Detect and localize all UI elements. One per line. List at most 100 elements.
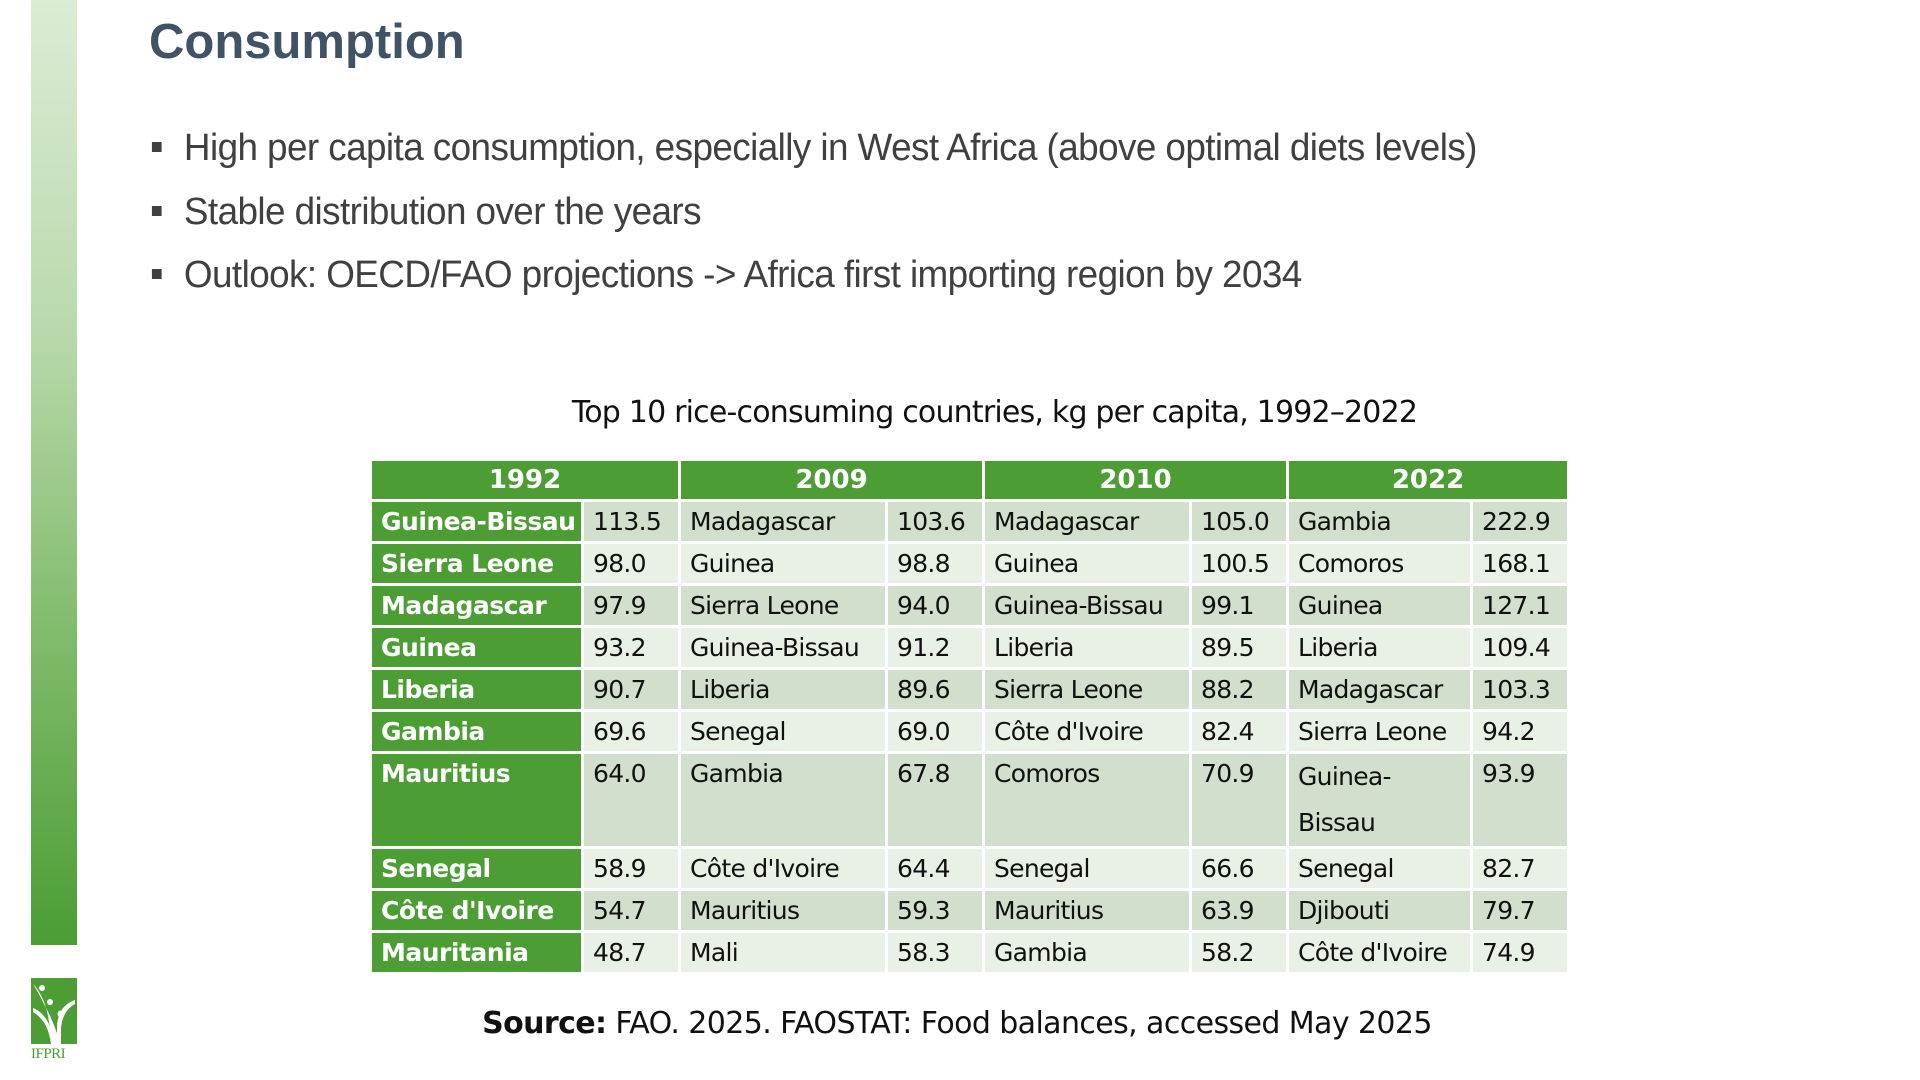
rice-consumption-table: 1992 2009 2010 2022 Guinea-Bissau 113.5 Ma…	[369, 458, 1570, 975]
value-cell: 79.7	[1473, 891, 1567, 930]
country-cell: Madagascar	[681, 502, 885, 541]
country-cell: Guinea-Bissau	[985, 586, 1189, 625]
table-row: Mauritius 64.0 Gambia 67.8 Comoros 70.9 Guinea…	[372, 754, 1567, 846]
value-cell: 168.1	[1473, 544, 1567, 583]
country-cell: Senegal	[985, 849, 1189, 888]
ifpri-logo: IFPRI	[31, 978, 77, 1068]
value-cell: 48.7	[584, 933, 678, 972]
table-row: Guinea-Bissau 113.5 Madagascar 103.6 Madagas…	[372, 502, 1567, 541]
table-row: Guinea 93.2 Guinea-Bissau 91.2 Liberia 89.5 Li…	[372, 628, 1567, 667]
country-cell: Côte d'Ivoire	[1289, 933, 1470, 972]
year-header: 2010	[985, 461, 1286, 499]
country-cell: Gambia	[1289, 502, 1470, 541]
value-cell: 91.2	[888, 628, 982, 667]
value-cell: 98.0	[584, 544, 678, 583]
square-bullet-icon	[151, 269, 162, 279]
bullet-text: Outlook: OECD/FAO projections -> Africa …	[183, 254, 1302, 296]
value-cell: 105.0	[1192, 502, 1286, 541]
value-cell: 97.9	[584, 586, 678, 625]
country-cell: Liberia	[372, 670, 581, 709]
value-cell: 93.2	[584, 628, 678, 667]
value-cell: 94.2	[1473, 712, 1567, 751]
value-cell: 82.7	[1473, 849, 1567, 888]
country-cell: Guinea	[372, 628, 581, 667]
country-cell: Senegal	[681, 712, 885, 751]
country-cell: Sierra Leone	[681, 586, 885, 625]
value-cell: 100.5	[1192, 544, 1286, 583]
value-cell: 93.9	[1473, 754, 1567, 846]
value-cell: 89.5	[1192, 628, 1286, 667]
value-cell: 69.0	[888, 712, 982, 751]
value-cell: 82.4	[1192, 712, 1286, 751]
bullet-item: High per capita consumption, especially …	[149, 122, 1477, 186]
country-cell: Gambia	[372, 712, 581, 751]
value-cell: 69.6	[584, 712, 678, 751]
bullet-item: Outlook: OECD/FAO projections -> Africa …	[149, 249, 1477, 313]
value-cell: 109.4	[1473, 628, 1567, 667]
square-bullet-icon	[151, 142, 162, 152]
table-row: Côte d'Ivoire 54.7 Mauritius 59.3 Mauritius 6…	[372, 891, 1567, 930]
country-cell: Comoros	[985, 754, 1189, 846]
country-cell: Liberia	[1289, 628, 1470, 667]
country-cell: Mauritius	[681, 891, 885, 930]
value-cell: 103.3	[1473, 670, 1567, 709]
table-row: Madagascar 97.9 Sierra Leone 94.0 Guinea-Bis…	[372, 586, 1567, 625]
value-cell: 127.1	[1473, 586, 1567, 625]
country-cell: Mauritania	[372, 933, 581, 972]
value-cell: 98.8	[888, 544, 982, 583]
value-cell: 63.9	[1192, 891, 1286, 930]
bullet-list: High per capita consumption, especially …	[149, 122, 1518, 313]
value-cell: 99.1	[1192, 586, 1286, 625]
country-cell: Senegal	[372, 849, 581, 888]
decorative-side-bar	[31, 0, 77, 945]
country-cell: Guinea-Bissau	[372, 502, 581, 541]
country-cell: Côte d'Ivoire	[681, 849, 885, 888]
value-cell: 64.4	[888, 849, 982, 888]
bullet-item: Stable distribution over the years	[149, 186, 1477, 250]
value-cell: 89.6	[888, 670, 982, 709]
value-cell: 67.8	[888, 754, 982, 846]
value-cell: 54.7	[584, 891, 678, 930]
country-cell: Guinea	[681, 544, 885, 583]
year-header: 2009	[681, 461, 982, 499]
source-note: Source: FAO. 2025. FAOSTAT: Food balance…	[372, 1006, 1542, 1041]
country-cell: Sierra Leone	[372, 544, 581, 583]
bullet-text: Stable distribution over the years	[183, 190, 702, 233]
country-cell: Liberia	[681, 670, 885, 709]
value-cell: 88.2	[1192, 670, 1286, 709]
country-cell: Comoros	[1289, 544, 1470, 583]
table-row: Gambia 69.6 Senegal 69.0 Côte d'Ivoire 82.4 Si…	[372, 712, 1567, 751]
source-text: FAO. 2025. FAOSTAT: Food balances, acces…	[606, 1006, 1432, 1041]
year-header: 2022	[1289, 461, 1567, 499]
value-cell: 90.7	[584, 670, 678, 709]
table-row: Mauritania 48.7 Mali 58.3 Gambia 58.2 Côte d'I…	[372, 933, 1567, 972]
country-cell: Djibouti	[1289, 891, 1470, 930]
value-cell: 103.6	[888, 502, 982, 541]
table-title: Top 10 rice-consuming countries, kg per …	[571, 395, 1418, 430]
country-cell: Guinea	[985, 544, 1189, 583]
value-cell: 70.9	[1192, 754, 1286, 846]
logo-text: IFPRI	[31, 1046, 66, 1062]
value-cell: 113.5	[584, 502, 678, 541]
country-cell: Madagascar	[372, 586, 581, 625]
value-cell: 66.6	[1192, 849, 1286, 888]
value-cell: 94.0	[888, 586, 982, 625]
country-cell: Madagascar	[1289, 670, 1470, 709]
country-cell: Senegal	[1289, 849, 1470, 888]
ifpri-leaf-icon	[31, 978, 77, 1044]
slide-title: Consumption	[149, 15, 465, 69]
year-header: 1992	[372, 461, 678, 499]
value-cell: 58.9	[584, 849, 678, 888]
table-body: Guinea-Bissau 113.5 Madagascar 103.6 Madagas…	[372, 502, 1567, 972]
country-cell: Madagascar	[985, 502, 1189, 541]
country-cell: Guinea	[1289, 586, 1470, 625]
country-cell: Liberia	[985, 628, 1189, 667]
square-bullet-icon	[151, 205, 162, 216]
value-cell: 58.2	[1192, 933, 1286, 972]
country-cell: Sierra Leone	[985, 670, 1189, 709]
country-cell: Guinea- Bissau	[1289, 754, 1470, 846]
country-cell: Gambia	[985, 933, 1189, 972]
table-row: Sierra Leone 98.0 Guinea 98.8 Guinea 100.5 Com…	[372, 544, 1567, 583]
table-row: Liberia 90.7 Liberia 89.6 Sierra Leone 88.2 Ma…	[372, 670, 1567, 709]
country-cell: Mali	[681, 933, 885, 972]
